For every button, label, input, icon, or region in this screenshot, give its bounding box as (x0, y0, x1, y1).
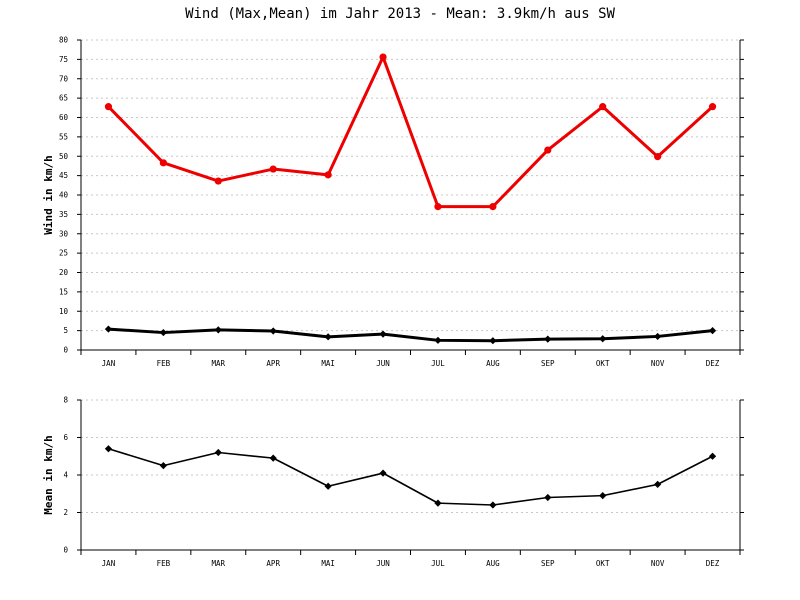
top-series-0-point (434, 203, 442, 211)
top-y-tick-label: 75 (59, 55, 68, 64)
top-series-1-point (324, 333, 332, 341)
top-series-1-point (654, 332, 662, 341)
top-y-axis-label: Wind in km/h (42, 155, 55, 234)
top-series-1-point (269, 327, 277, 335)
top-series-1-point (708, 327, 717, 335)
top-series-0-point (159, 159, 167, 167)
bottom-series-0-point (434, 499, 442, 507)
bottom-series-0-point (379, 469, 387, 477)
bottom-x-tick-label: FEB (157, 559, 171, 568)
top-y-tick-label: 80 (59, 36, 69, 45)
top-series-0-point (379, 53, 387, 61)
top-x-tick-label: DEZ (706, 359, 720, 368)
bottom-y-tick-label: 0 (63, 546, 68, 555)
bottom-series-0-point (324, 482, 332, 490)
top-y-tick-label: 50 (59, 152, 69, 161)
top-x-tick-label: JAN (102, 359, 116, 368)
top-x-tick-label: JUN (376, 359, 390, 368)
top-y-tick-label: 40 (59, 191, 69, 200)
top-x-tick-label: APR (266, 359, 280, 368)
top-x-tick-label: FEB (157, 359, 171, 368)
top-x-tick-label: MAR (212, 359, 226, 368)
top-series-0-point (214, 177, 222, 185)
top-series-0-point (269, 165, 277, 173)
top-series-0-point (104, 103, 113, 111)
bottom-x-tick-label: MAR (212, 559, 226, 568)
top-series-1-point (544, 335, 552, 343)
top-y-tick-label: 65 (59, 94, 68, 103)
bottom-x-tick-label: JUN (376, 559, 390, 568)
bottom-series-0-point (269, 454, 277, 462)
bottom-series-0-point (544, 493, 552, 502)
top-y-tick-label: 0 (63, 346, 68, 355)
top-x-tick-label: NOV (651, 359, 665, 368)
bottom-series-0-point (214, 448, 222, 457)
top-x-tick-label: OKT (596, 359, 610, 368)
top-series-1-point (489, 337, 497, 345)
bottom-series-0-point (489, 501, 497, 509)
top-series-0-point (708, 103, 717, 111)
bottom-series-0-line (108, 447, 713, 506)
top-y-tick-label: 10 (59, 307, 69, 316)
top-y-tick-label: 35 (59, 210, 68, 219)
top-series-0-point (544, 146, 552, 154)
bottom-x-tick-label: JAN (102, 559, 116, 568)
bottom-x-tick-label: OKT (596, 559, 610, 568)
bottom-series-0-point (708, 452, 717, 460)
bottom-y-tick-label: 2 (63, 508, 68, 517)
top-y-tick-label: 15 (59, 287, 68, 296)
bottom-x-tick-label: MAI (321, 559, 335, 568)
bottom-x-tick-label: AUG (486, 559, 500, 568)
bottom-series-0-point (159, 462, 167, 470)
bottom-x-tick-label: APR (266, 559, 280, 568)
chart-title: Wind (Max,Mean) im Jahr 2013 - Mean: 3.9… (185, 6, 615, 22)
bottom-x-tick-label: DEZ (706, 559, 720, 568)
wind-mean-panel: 0 2 4 6 8 JAN FEB MAR APR MAI JUN JUL AUG SEP OKT NOV DE… (42, 396, 744, 568)
top-x-tick-label: JUL (431, 359, 445, 368)
top-y-tick-label: 60 (59, 113, 69, 122)
bottom-series-0-point (104, 445, 113, 453)
bottom-y-tick-label: 6 (63, 433, 68, 442)
top-x-tick-label: MAI (321, 359, 335, 368)
top-series-1-point (214, 326, 222, 334)
top-y-tick-label: 25 (59, 249, 68, 258)
top-series-1-line (108, 327, 713, 343)
top-series-1-point (599, 335, 607, 343)
bottom-y-tick-label: 4 (63, 471, 68, 480)
bottom-series-0-point (654, 480, 662, 488)
top-series-1-point (159, 328, 167, 337)
top-y-tick-label: 45 (59, 171, 68, 180)
bottom-x-tick-label: NOV (651, 559, 665, 568)
top-x-tick-label: SEP (541, 359, 555, 368)
top-series-0-point (324, 171, 332, 179)
top-series-1-point (379, 330, 387, 338)
top-series-1-point (434, 336, 442, 344)
top-y-tick-label: 30 (59, 229, 69, 238)
top-series-0-point (654, 153, 662, 161)
top-series-0-point (489, 203, 497, 211)
top-series-0-line (107, 55, 714, 209)
wind-max-mean-panel: 0 5 10 15 20 25 30 35 40 45 50 55 60 65 70 75 80 JAN FEB MA… (42, 36, 744, 368)
bottom-x-tick-label: JUL (431, 559, 445, 568)
bottom-y-tick-label: 8 (63, 396, 68, 405)
top-y-tick-label: 5 (63, 326, 68, 335)
top-series-1-point (104, 325, 113, 333)
top-y-tick-label: 20 (59, 268, 69, 277)
top-y-tick-label: 70 (59, 74, 69, 83)
top-y-tick-label: 55 (59, 132, 68, 141)
top-series-0-point (599, 103, 607, 111)
top-x-tick-label: AUG (486, 359, 500, 368)
bottom-x-tick-label: SEP (541, 559, 555, 568)
bottom-y-axis-label: Mean in km/h (42, 435, 55, 514)
bottom-series-0-point (599, 492, 607, 500)
